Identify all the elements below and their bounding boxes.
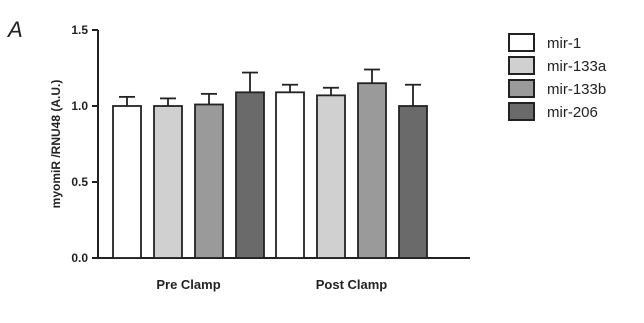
bar-mir-133a-pre-clamp: [153, 105, 183, 259]
bar-mir-133b-post-clamp: [357, 82, 387, 259]
bar-mir-133b-pre-clamp: [194, 103, 224, 259]
bar-mir-1-pre-clamp: [112, 105, 142, 259]
y-tick-label: 1.5: [71, 23, 88, 37]
y-tick-label: 0.0: [71, 251, 88, 265]
legend: mir-1 mir-133a mir-133b mir-206: [508, 33, 607, 121]
bar-mir-133a-post-clamp: [316, 94, 346, 259]
panel-label: A: [6, 17, 23, 42]
y-tick-label: 1.0: [71, 99, 88, 113]
legend-label: mir-133a: [547, 58, 607, 75]
y-tick-label: 0.5: [71, 175, 88, 189]
bar-mir-1-post-clamp: [275, 91, 305, 259]
y-axis-label: myomiR /RNU48 (A.U.): [49, 80, 63, 209]
legend-swatch: [508, 56, 535, 75]
x-category-label: Pre Clamp: [156, 277, 220, 292]
bars: [112, 68, 428, 259]
legend-swatch: [508, 102, 535, 121]
x-category-label: Post Clamp: [316, 277, 388, 292]
legend-label: mir-133b: [547, 81, 606, 98]
legend-swatch: [508, 33, 535, 52]
bar-mir-206-pre-clamp: [235, 91, 265, 259]
legend-label: mir-1: [547, 35, 581, 52]
bar-mir-206-post-clamp: [398, 105, 428, 259]
legend-swatch: [508, 79, 535, 98]
legend-label: mir-206: [547, 104, 598, 121]
